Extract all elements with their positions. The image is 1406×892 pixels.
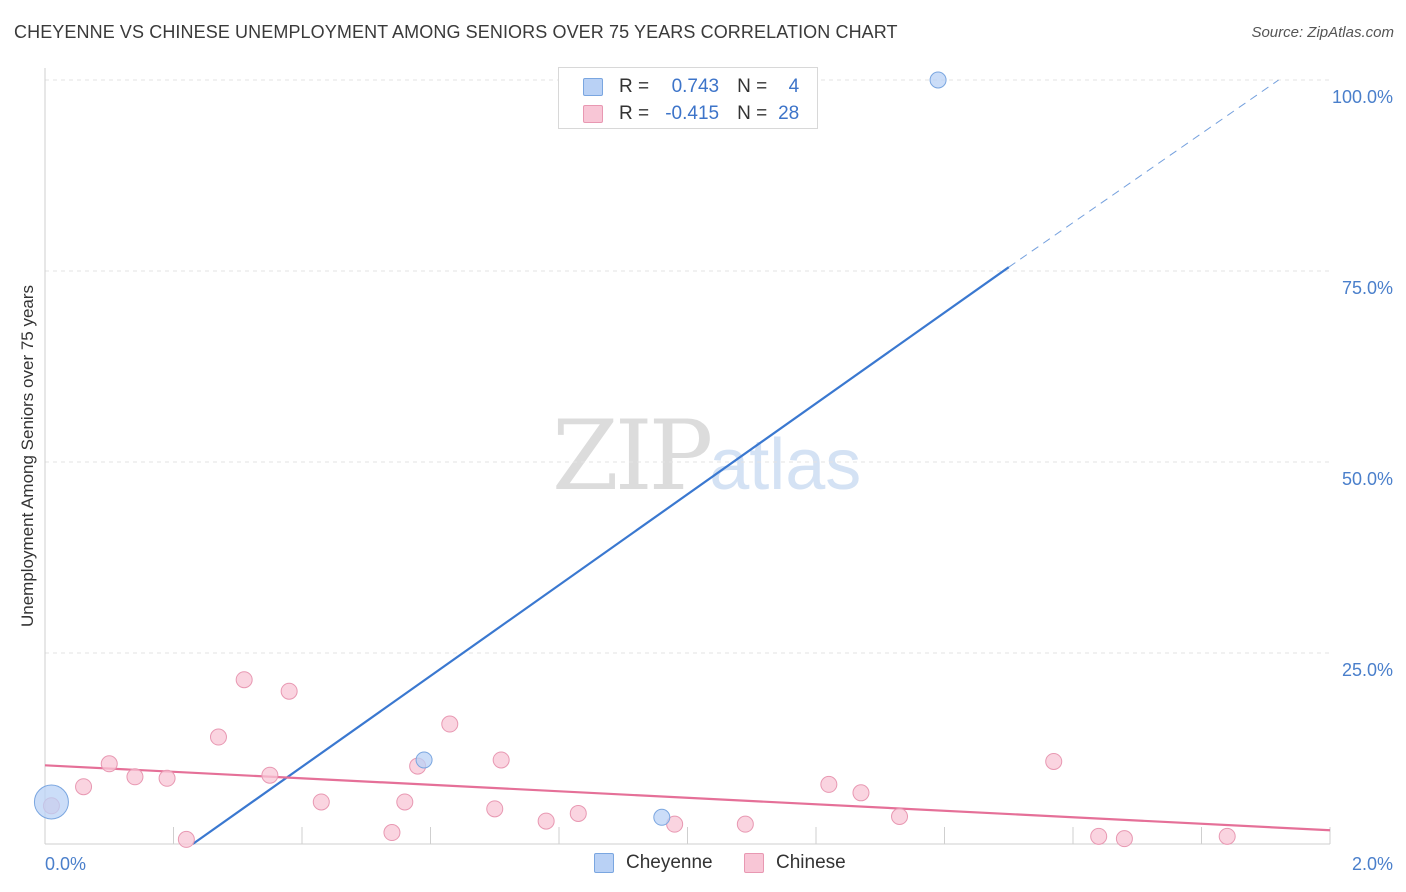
chinese-point — [100, 755, 118, 773]
chinese-n-value: 28 — [778, 103, 800, 124]
x-tick-label-max: 2.0% — [1352, 854, 1393, 874]
chinese-r-value: -0.415 — [665, 103, 720, 124]
axis-labels: 25.0% 50.0% 75.0% 100.0% 0.0% 2.0% Unemploymen… — [18, 87, 1393, 874]
legend-row-chinese: R = -0.415 N = 28 — [559, 101, 799, 127]
cheyenne-n-value: 4 — [788, 76, 800, 97]
source-label: Source: ZipAtlas.com — [1251, 24, 1394, 41]
chinese-point — [75, 778, 93, 796]
legend-row-cheyenne: R = 0.743 N = 4 — [559, 74, 799, 100]
chinese-point — [1090, 827, 1108, 845]
chinese-point — [891, 807, 909, 825]
chinese-point — [492, 751, 510, 769]
x-tick-label-min: 0.0% — [45, 854, 86, 874]
chinese-point — [126, 768, 144, 786]
correlation-legend: R = 0.743 N = 4 R = -0.415 N = 28 — [558, 67, 818, 129]
chinese-trend-line — [44, 764, 1331, 832]
cheyenne-n-label: N = — [737, 76, 768, 97]
chinese-point — [820, 775, 838, 793]
chinese-point — [280, 682, 298, 700]
chinese-point — [396, 793, 414, 811]
cheyenne-swatch — [583, 78, 603, 96]
y-tick-label: 75.0% — [1342, 278, 1393, 298]
chinese-point — [1218, 827, 1236, 845]
chinese-point — [441, 715, 459, 733]
chinese-point — [1045, 752, 1063, 770]
chinese-point — [235, 671, 253, 689]
legend-item-chinese[interactable]: Chinese — [744, 852, 846, 874]
data-points — [33, 71, 1236, 848]
axes — [44, 68, 1331, 845]
cheyenne-point — [653, 808, 671, 826]
cheyenne-point — [415, 751, 433, 769]
watermark: ZIPatlas — [552, 400, 861, 512]
chinese-point — [209, 728, 227, 746]
chinese-r-label: R = — [619, 103, 650, 124]
chinese-legend-label: Chinese — [776, 852, 846, 873]
cheyenne-r-label: R = — [619, 76, 650, 97]
chinese-swatch — [583, 105, 603, 123]
chinese-point — [486, 800, 504, 818]
chinese-n-label: N = — [737, 103, 768, 124]
grid — [45, 79, 1330, 654]
cheyenne-r-value: 0.743 — [671, 76, 720, 97]
legend-item-cheyenne[interactable]: Cheyenne — [594, 852, 713, 874]
cheyenne-legend-label: Cheyenne — [626, 852, 713, 873]
chinese-point — [383, 824, 401, 842]
cheyenne-trend-line — [192, 266, 1010, 845]
chinese-point — [158, 769, 176, 787]
cheyenne-trend-extension — [1008, 79, 1279, 268]
chinese-point — [177, 830, 195, 848]
y-tick-label: 100.0% — [1332, 87, 1393, 107]
chinese-legend-swatch — [744, 853, 764, 873]
y-tick-label: 25.0% — [1342, 660, 1393, 680]
chinese-point — [312, 793, 330, 811]
chinese-point — [537, 812, 555, 830]
trend-lines — [44, 79, 1331, 845]
chart-title: CHEYENNE VS CHINESE UNEMPLOYMENT AMONG S… — [14, 22, 898, 42]
chinese-point — [736, 815, 754, 833]
y-axis-title: Unemployment Among Seniors over 75 years — [18, 285, 37, 627]
watermark-zip: ZIP — [552, 400, 713, 512]
y-tick-label: 50.0% — [1342, 469, 1393, 489]
cheyenne-point — [33, 784, 69, 820]
chinese-point — [261, 766, 279, 784]
cheyenne-legend-swatch — [594, 853, 614, 873]
chinese-point — [852, 784, 870, 802]
chinese-point — [1115, 830, 1133, 848]
chinese-point — [569, 804, 587, 822]
cheyenne-point — [929, 71, 947, 89]
watermark-atlas: atlas — [709, 425, 862, 505]
